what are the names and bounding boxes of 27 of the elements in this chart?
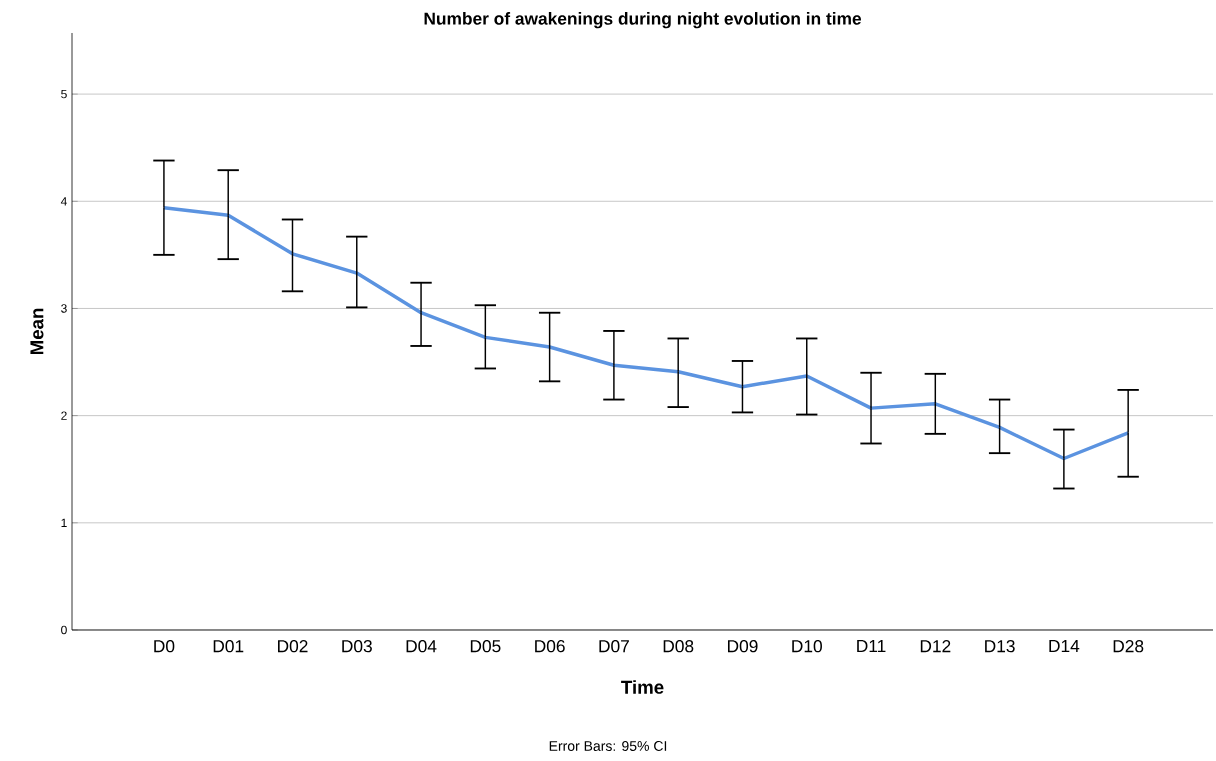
x-tick-label: D05	[470, 640, 501, 653]
y-tick-label: 0	[61, 625, 67, 635]
x-tick-label: D01	[213, 640, 244, 653]
x-tick-label: D13	[985, 640, 1015, 653]
x-tick-label: D04	[406, 640, 437, 653]
x-tick-label: D08	[663, 640, 694, 653]
chart-title: Number of awakenings during night evolution in time	[424, 12, 862, 29]
x-tick-label: D10	[792, 640, 822, 653]
x-tick-label: D02	[278, 640, 308, 653]
y-tick-label: 4	[60, 197, 67, 206]
x-axis-title: Time	[621, 680, 664, 694]
y-axis-title: Mean	[30, 308, 44, 355]
x-tick-label: D03	[342, 640, 372, 653]
y-tick-label: 5	[61, 89, 67, 99]
y-tick-label: 2	[61, 411, 67, 420]
x-tick-label: D11	[857, 640, 886, 652]
x-tick-label: D0	[154, 640, 175, 653]
y-tick-label: 3	[61, 304, 67, 313]
x-tick-label: D14	[1049, 640, 1080, 652]
x-tick-label: D07	[599, 640, 629, 653]
y-tick-label: 1	[61, 518, 67, 527]
line-series	[162, 205, 1130, 461]
text: Error Bars: 95% CI	[549, 741, 667, 751]
x-tick-label: D06	[535, 640, 565, 653]
x-tick-label: D28	[1113, 640, 1144, 653]
x-tick-label: D09	[727, 640, 758, 653]
x-tick-label: D12	[920, 640, 951, 653]
